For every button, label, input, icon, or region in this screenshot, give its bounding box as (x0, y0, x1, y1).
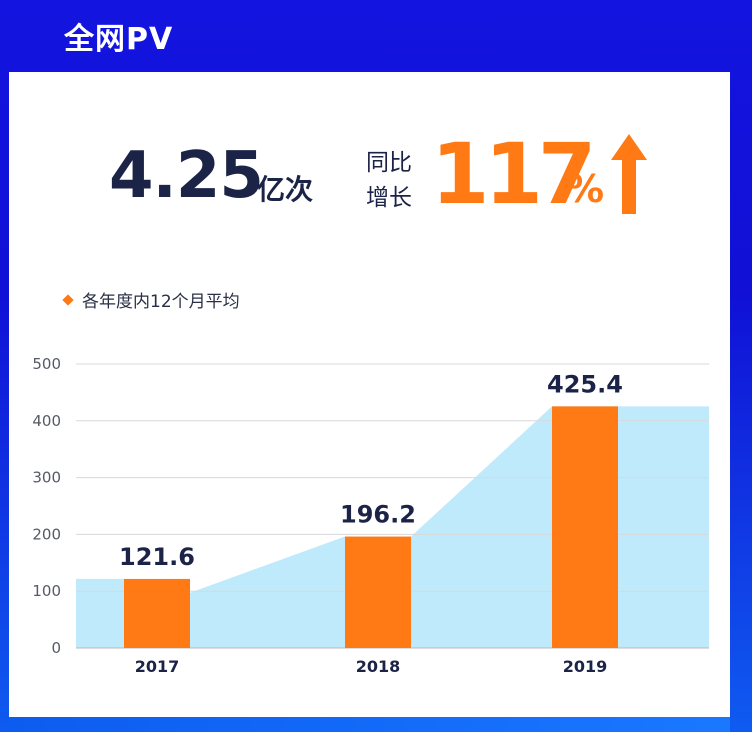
bar (345, 536, 411, 648)
header-bar: 全网PV (0, 0, 752, 72)
y-tick-label: 400 (32, 412, 61, 430)
arrow-up-icon (611, 134, 647, 214)
bottom-accent-bar (9, 717, 730, 732)
x-tick-label: 2019 (563, 657, 608, 676)
growth-label-line1: 同比 (366, 150, 412, 176)
kpi-value: 4.25 (109, 139, 264, 213)
x-tick-label: 2017 (135, 657, 180, 676)
bar-chart: 0 100 200 300 400 500 121.6 2017 196.2 2018 425.4 2… (32, 355, 709, 676)
kpi-unit: 亿次 (257, 173, 314, 206)
bar (552, 406, 618, 648)
legend-label: 各年度内12个月平均 (82, 292, 240, 312)
growth-label-line2: 增长 (366, 185, 412, 211)
y-tick-label: 300 (32, 469, 61, 487)
trend-area (76, 406, 709, 648)
y-tick-label: 0 (51, 639, 61, 657)
y-tick-label: 100 (32, 582, 61, 600)
y-tick-label: 200 (32, 525, 61, 543)
chart-card: 4.25 亿次 同比 增长 117 % 各年度内12个月平均 0 100 200 30… (9, 72, 730, 717)
growth-unit: % (566, 167, 605, 211)
data-label: 425.4 (547, 370, 623, 398)
y-tick-label: 500 (32, 355, 61, 373)
growth-value: 117 (431, 125, 596, 223)
x-tick-label: 2018 (356, 657, 401, 676)
data-label: 121.6 (119, 543, 195, 571)
chart-legend: 各年度内12个月平均 (62, 287, 240, 312)
data-label: 196.2 (340, 501, 416, 529)
page-title: 全网PV (64, 22, 174, 57)
kpi-summary: 4.25 亿次 同比 增长 117 % (9, 72, 730, 242)
bar (124, 578, 190, 648)
